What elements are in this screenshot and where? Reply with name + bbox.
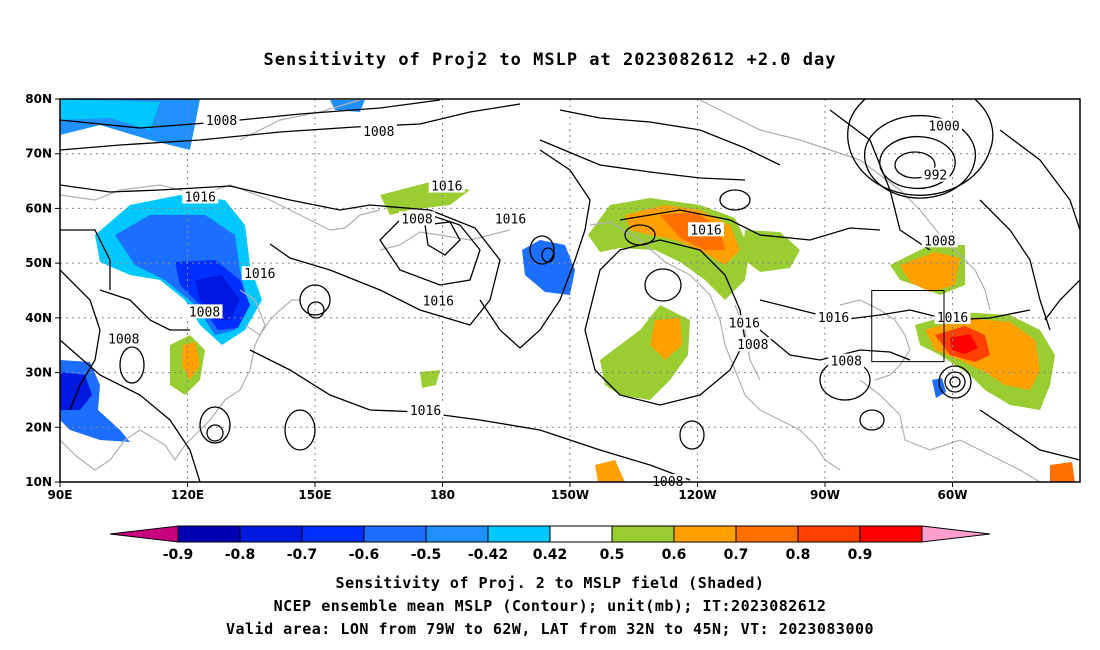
contour-label-bg [105,331,142,346]
lat-tick-label: 70N [25,147,52,161]
caption-contour: NCEP ensemble mean MSLP (Contour); unit(… [273,597,827,615]
contour-label-bg [921,167,950,182]
lat-tick-label: 40N [25,311,52,325]
colorbar-box [611,525,675,543]
caption-valid-area: Valid area: LON from 79W to 62W, LAT fro… [225,620,875,638]
contour-label: 1016 [495,212,526,227]
contour-label-bg [726,315,763,330]
contour-label-bg [420,293,457,308]
lat-tick-label: 20N [25,420,52,434]
colorbar-tick-label: 0.42 [533,547,568,563]
lat-tick-label: 50N [25,256,52,270]
contour-label: 1008 [831,355,862,370]
contour-labels: 1008 1008 1000 992 1016 1016 1016 1008 1016 1016 1… [105,112,971,490]
contour-label-bg [241,266,278,281]
colorbar-end-high [921,525,991,543]
contour-label-bg [360,123,397,138]
lat-tick-label: 80N [25,92,52,106]
lon-tick-label: 90W [810,488,840,502]
contour-label: 1008 [363,125,394,140]
contour-label: 1016 [423,294,454,309]
colorbar: -0.9 -0.8 -0.7 -0.6 -0.5 -0.42 0.42 0.5 0.6 0.7 0.… [109,525,991,563]
colorbar-box [797,525,861,543]
neg-area-central-pacific [522,240,575,295]
colorbar-tick-label: -0.8 [225,547,256,563]
colorbar-box [301,525,365,543]
contour-label: 1016 [431,180,462,195]
lat-lon-grid [60,99,1080,482]
contour-label-bg [492,211,529,226]
contour-label: 992 [924,169,947,184]
lat-tick-label: 60N [25,201,52,215]
contour-label-bg [182,189,219,204]
lon-tick-label: 150W [551,488,589,502]
lon-tick-label: 180 [430,488,455,502]
colorbar-box [363,525,427,543]
contour-label: 1016 [185,190,216,205]
chart-title: Sensitivity of Proj2 to MSLP at 20230826… [263,50,837,70]
contour-label: 1008 [189,305,220,320]
colorbar-box [673,525,737,543]
colorbar-tick-label: 0.5 [600,547,625,563]
contour-label: 1008 [924,234,955,249]
axis-labels: 90E 120E 150E 180 150W 120W 90W 60W 80N 70N 60N 50N… [25,92,967,502]
contour-label-bg [734,337,771,352]
valid-area-box [871,290,945,363]
colorbar-tick-label: -0.6 [349,547,380,563]
colorbar-box [239,525,303,543]
contour-label-bg [921,233,958,248]
contour-label-bg [926,118,962,133]
lon-tick-label: 60W [938,488,968,502]
colorbar-box [177,525,241,543]
contour-label: 1016 [818,311,849,326]
colorbar-tick-label: -0.9 [163,547,194,563]
contour-label-bg [428,178,465,193]
contour-label-bg [688,222,724,237]
colorbar-box [425,525,489,543]
contour-label-bg [828,353,865,368]
colorbar-tick-label: 0.9 [848,547,873,563]
contour-label: 1016 [410,404,441,419]
colorbar-tick-label: -0.42 [468,547,508,563]
colorbar-tick-label: -0.5 [411,547,442,563]
contour-label: 1008 [737,338,768,353]
caption-shaded: Sensitivity of Proj. 2 to MSLP field (Sh… [335,574,765,592]
contour-label: 1016 [729,316,760,331]
contour-label: 1000 [928,119,959,134]
contour-label-bg [186,304,223,319]
contour-label-bg [649,474,686,488]
lon-tick-label: 120E [171,488,204,502]
contour-label: 1016 [690,223,721,238]
contour-label-bg [815,309,852,324]
colorbar-tick-label: -0.7 [287,547,318,563]
colorbar-tick-label: 0.8 [786,547,811,563]
mslp-contours [60,99,1080,482]
colorbar-box [735,525,799,543]
contour-label-bg [407,402,444,417]
contour-label: 1008 [108,333,139,348]
colorbar-tick-label: 0.7 [724,547,749,563]
contour-label: 1016 [244,267,275,282]
lat-tick-label: 30N [25,366,52,380]
colorbar-box [549,525,613,543]
contour-label-bg [203,112,240,127]
colorbar-box [859,525,923,543]
lon-tick-label: 150E [298,488,331,502]
colorbar-tick-label: 0.6 [662,547,687,563]
lat-tick-label: 10N [25,475,52,489]
contour-label-bg [399,211,435,226]
lon-tick-label: 90E [48,488,73,502]
colorbar-box [487,525,551,543]
lon-tick-label: 120W [678,488,716,502]
contour-label: 1008 [401,212,432,227]
contour-label: 1016 [937,311,968,326]
colorbar-end-low [109,525,179,543]
contour-label: 1008 [206,114,237,129]
